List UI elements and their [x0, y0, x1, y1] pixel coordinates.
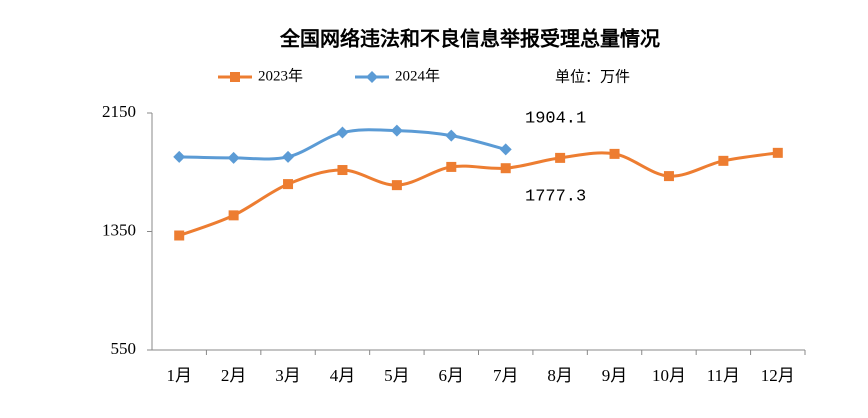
- x-tick-label: 4月: [330, 366, 356, 385]
- marker: [228, 210, 239, 221]
- marker: [500, 163, 511, 174]
- marker: [609, 148, 620, 159]
- marker: [283, 179, 294, 190]
- x-tick-label: 10月: [652, 366, 686, 385]
- marker: [772, 147, 783, 158]
- x-tick-label: 8月: [547, 366, 573, 385]
- unit-label: 单位：万件: [555, 68, 630, 86]
- marker: [499, 143, 512, 156]
- marker: [174, 230, 185, 241]
- marker: [337, 165, 348, 176]
- marker: [663, 171, 674, 182]
- series-line: [178, 151, 779, 237]
- marker: [230, 72, 240, 82]
- x-tick-label: 2月: [221, 366, 247, 385]
- marker: [555, 152, 566, 163]
- x-tick-label: 5月: [384, 366, 410, 385]
- x-tick-label: 7月: [493, 366, 519, 385]
- marker: [445, 129, 458, 142]
- x-tick-label: 1月: [166, 366, 192, 385]
- marker: [446, 161, 457, 172]
- x-tick-label: 9月: [602, 366, 628, 385]
- marker: [390, 124, 403, 137]
- x-tick-label: 12月: [761, 366, 795, 385]
- y-tick-label: 550: [111, 339, 137, 358]
- marker: [391, 180, 402, 191]
- legend-label: 2024年: [395, 67, 440, 84]
- x-tick-label: 6月: [439, 366, 465, 385]
- y-tick-label: 2150: [102, 102, 136, 121]
- marker: [282, 150, 295, 163]
- marker: [718, 155, 729, 166]
- marker: [173, 150, 186, 163]
- data-label: 1777.3: [525, 187, 586, 206]
- marker: [227, 151, 240, 164]
- x-tick-label: 3月: [275, 366, 301, 385]
- chart-title: 全国网络违法和不良信息举报受理总量情况: [279, 27, 660, 51]
- marker: [366, 71, 378, 83]
- legend-label: 2023年: [258, 67, 303, 84]
- x-tick-label: 11月: [707, 366, 740, 385]
- data-label: 1904.1: [525, 109, 586, 128]
- marker: [336, 126, 349, 139]
- y-tick-label: 1350: [102, 220, 136, 239]
